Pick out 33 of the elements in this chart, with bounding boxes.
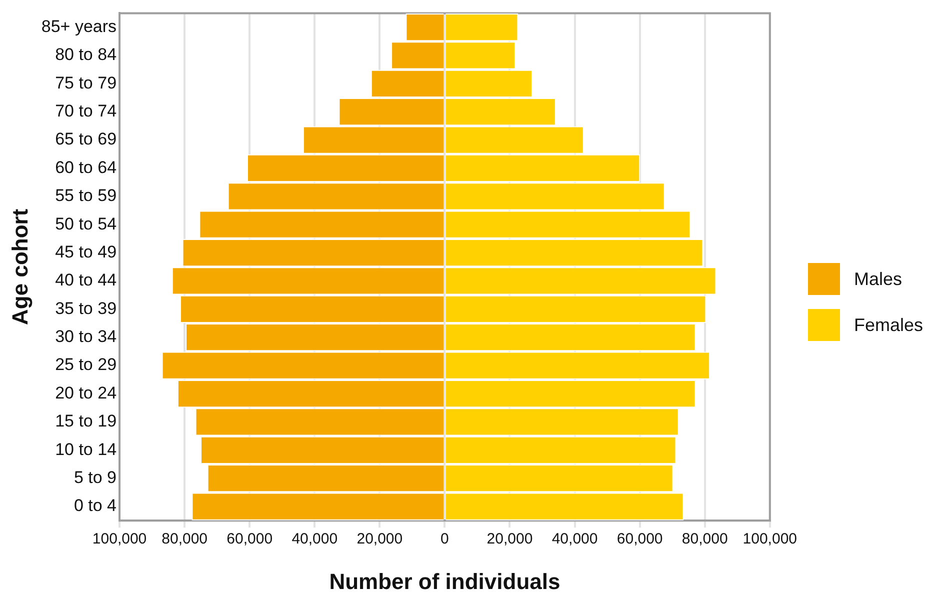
y-tick-label: 60 to 64: [55, 158, 117, 177]
y-tick-label: 50 to 54: [55, 214, 117, 234]
legend-label: Males: [854, 268, 902, 290]
y-tick-label: 80 to 84: [55, 45, 117, 64]
x-axis-title: Number of individuals: [329, 568, 560, 594]
y-tick-label: 65 to 69: [55, 130, 117, 149]
x-tick-label: 100,000: [742, 530, 798, 548]
y-tick-label: 0 to 4: [74, 496, 117, 516]
y-tick-label: 10 to 14: [55, 440, 117, 459]
x-tick-label: 0: [440, 530, 449, 548]
y-tick-label: 85+ years: [41, 16, 117, 36]
x-tick-label: 80,000: [162, 530, 208, 548]
y-tick-label: 75 to 79: [55, 73, 117, 92]
y-tick-label: 5 to 9: [74, 468, 117, 488]
x-tick-label: 60,000: [226, 530, 273, 548]
x-tick-label: 40,000: [552, 530, 598, 548]
y-tick-label: 55 to 59: [55, 186, 117, 206]
x-tick-label: 20,000: [356, 530, 403, 548]
y-tick-label: 70 to 74: [55, 102, 117, 121]
y-tick-label: 25 to 29: [55, 355, 117, 374]
y-axis-title: Age cohort: [7, 208, 32, 325]
y-tick-label: 20 to 24: [55, 383, 117, 402]
x-tick-label: 20,000: [486, 530, 533, 548]
y-tick-label: 40 to 44: [55, 270, 117, 290]
x-tick-label: 40,000: [292, 530, 338, 548]
y-tick-label: 35 to 39: [55, 298, 117, 318]
y-tick-label: 30 to 34: [55, 327, 117, 346]
legend-label: Females: [854, 314, 924, 336]
x-tick-label: 100,000: [92, 530, 147, 548]
x-tick-label: 80,000: [682, 530, 728, 548]
y-tick-label: 15 to 19: [55, 412, 117, 431]
x-tick-label: 60,000: [616, 530, 663, 548]
y-tick-label: 45 to 49: [55, 242, 117, 262]
